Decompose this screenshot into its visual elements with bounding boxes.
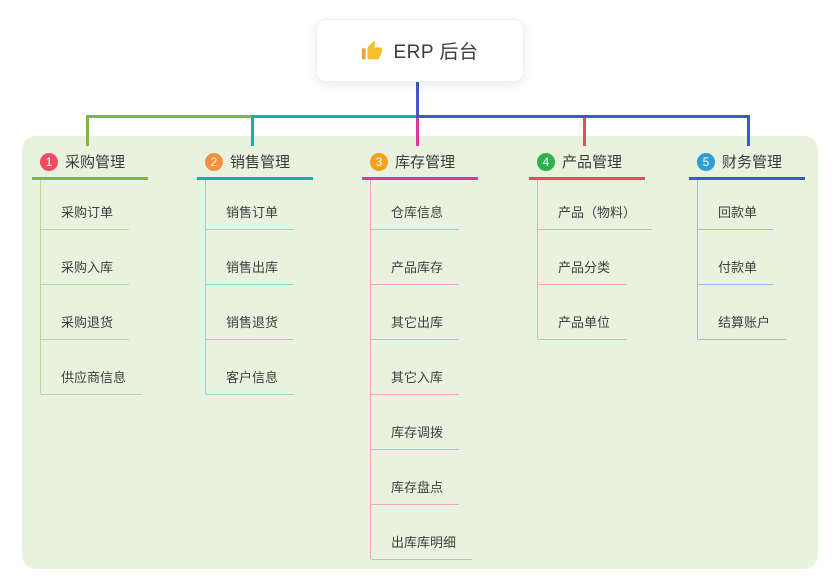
child-node[interactable]: 产品单位 <box>538 284 645 340</box>
child-node[interactable]: 回款单 <box>698 180 805 230</box>
thumbs-up-icon <box>361 40 383 62</box>
branch-title: 销售管理 <box>230 154 291 171</box>
child-node[interactable]: 销售退货 <box>206 284 313 340</box>
child-node-label: 产品分类 <box>558 260 611 275</box>
child-node-label: 仓库信息 <box>391 205 444 220</box>
drop-line-sales <box>251 115 254 146</box>
child-node[interactable]: 库存盘点 <box>371 449 478 505</box>
branch-sales: 2 销售管理 销售订单 销售出库 销售退货 客户信息 <box>197 149 313 395</box>
child-node[interactable]: 产品分类 <box>538 229 645 285</box>
drop-line-product <box>583 118 586 146</box>
root-stem-line <box>416 82 419 117</box>
child-node[interactable]: 其它出库 <box>371 284 478 340</box>
child-node[interactable]: 采购退货 <box>41 284 148 340</box>
child-node[interactable]: 采购订单 <box>41 180 148 230</box>
branch-underline <box>529 177 645 180</box>
branch-number-badge: 2 <box>205 152 223 171</box>
child-node-label: 销售订单 <box>226 205 279 220</box>
child-node-label: 客户信息 <box>226 370 279 385</box>
child-node-label: 采购入库 <box>61 260 114 275</box>
branch-children: 仓库信息 产品库存 其它出库 其它入库 库存调拨 库存盘点 出库库明细 <box>370 180 478 560</box>
branch-children: 销售订单 销售出库 销售退货 客户信息 <box>205 180 313 395</box>
child-node-label: 付款单 <box>718 260 758 275</box>
drop-line-finance <box>747 115 750 146</box>
branch-product: 4 产品管理 产品（物料） 产品分类 产品单位 <box>529 149 653 340</box>
child-node[interactable]: 供应商信息 <box>41 339 148 395</box>
branch-finance: 5 财务管理 回款单 付款单 结算账户 <box>689 149 805 340</box>
child-node-label: 回款单 <box>718 205 758 220</box>
branch-children: 采购订单 采购入库 采购退货 供应商信息 <box>40 180 148 395</box>
branch-inventory: 3 库存管理 仓库信息 产品库存 其它出库 其它入库 库存调拨 库存盘点 出库库… <box>362 149 478 560</box>
root-node-erp[interactable]: ERP 后台 <box>316 19 524 82</box>
branch-product-header[interactable]: 4 产品管理 <box>529 149 645 174</box>
child-node-label: 产品单位 <box>558 315 611 330</box>
child-node-label: 其它入库 <box>391 370 444 385</box>
branch-title: 产品管理 <box>562 154 623 171</box>
child-node-label: 库存盘点 <box>391 480 444 495</box>
child-node[interactable]: 销售订单 <box>206 180 313 230</box>
branch-number-badge: 4 <box>537 152 555 171</box>
child-node[interactable]: 产品库存 <box>371 229 478 285</box>
child-node[interactable]: 采购入库 <box>41 229 148 285</box>
branch-number-badge: 3 <box>370 152 388 171</box>
branch-number-badge: 1 <box>40 152 58 171</box>
branch-finance-header[interactable]: 5 财务管理 <box>689 149 805 174</box>
branch-inventory-header[interactable]: 3 库存管理 <box>362 149 478 174</box>
child-node[interactable]: 结算账户 <box>698 284 805 340</box>
child-node-label: 出库库明细 <box>391 535 457 550</box>
child-node-label: 采购订单 <box>61 205 114 220</box>
child-node-label: 产品（物料） <box>558 205 637 220</box>
branch-children: 产品（物料） 产品分类 产品单位 <box>537 180 653 340</box>
branch-purchase: 1 采购管理 采购订单 采购入库 采购退货 供应商信息 <box>32 149 148 395</box>
branch-purchase-header[interactable]: 1 采购管理 <box>32 149 148 174</box>
branch-title: 采购管理 <box>65 154 126 171</box>
child-node[interactable]: 库存调拨 <box>371 394 478 450</box>
child-node[interactable]: 付款单 <box>698 229 805 285</box>
branch-title: 库存管理 <box>395 154 456 171</box>
drop-line-inventory <box>416 118 419 146</box>
child-node-label: 销售出库 <box>226 260 279 275</box>
branch-sales-header[interactable]: 2 销售管理 <box>197 149 313 174</box>
child-node[interactable]: 客户信息 <box>206 339 313 395</box>
branch-underline <box>197 177 313 180</box>
bus-line-blue <box>416 115 750 118</box>
bus-line-teal <box>251 115 418 118</box>
child-node-label: 库存调拨 <box>391 425 444 440</box>
bus-line-green <box>86 115 253 118</box>
child-node-label: 产品库存 <box>391 260 444 275</box>
child-node[interactable]: 产品（物料） <box>538 180 653 230</box>
branch-title: 财务管理 <box>722 154 783 171</box>
child-node-label: 供应商信息 <box>61 370 127 385</box>
branch-underline <box>32 177 148 180</box>
child-node-label: 采购退货 <box>61 315 114 330</box>
child-node[interactable]: 其它入库 <box>371 339 478 395</box>
branch-children: 回款单 付款单 结算账户 <box>697 180 805 340</box>
root-node-label: ERP 后台 <box>393 42 479 63</box>
child-node-label: 其它出库 <box>391 315 444 330</box>
child-node[interactable]: 仓库信息 <box>371 180 478 230</box>
child-node-label: 销售退货 <box>226 315 279 330</box>
branch-underline <box>362 177 478 180</box>
child-node[interactable]: 销售出库 <box>206 229 313 285</box>
branch-number-badge: 5 <box>697 152 715 171</box>
child-node-label: 结算账户 <box>718 315 771 330</box>
child-node[interactable]: 出库库明细 <box>371 504 478 560</box>
drop-line-purchase <box>86 115 89 146</box>
branch-underline <box>689 177 805 180</box>
branches-background-panel <box>22 136 818 569</box>
